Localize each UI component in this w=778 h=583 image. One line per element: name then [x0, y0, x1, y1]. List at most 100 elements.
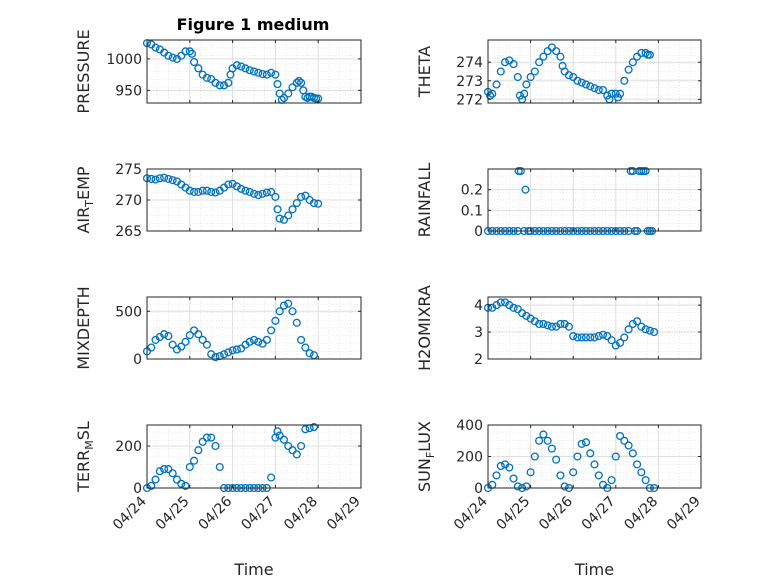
data-point: [516, 167, 525, 176]
data-point: [620, 436, 629, 445]
y-tick-label: 400: [456, 418, 483, 434]
data-point: [185, 331, 194, 340]
axes-box: [146, 424, 362, 489]
data-point: [215, 462, 224, 472]
subplot-1: 950 1000 PRESSURE: [74, 29, 362, 114]
subplot-8: 0 200 400 04/24 04/25 04/26 04/27 04/28 04/29 SUN…: [415, 418, 704, 579]
data-point: [271, 192, 280, 201]
data-point: [573, 76, 582, 85]
data-point: [275, 214, 284, 223]
axes-box: [487, 168, 702, 232]
data-point: [190, 456, 199, 465]
data-point: [288, 205, 297, 214]
data-point: [245, 187, 254, 196]
y-tick-label: 0.2: [461, 183, 483, 199]
data-point: [633, 460, 642, 469]
data-point: [526, 73, 535, 82]
data-point: [573, 452, 582, 461]
data-point: [219, 81, 229, 90]
data-point: [569, 332, 578, 341]
data-point: [292, 78, 301, 87]
data-point: [168, 340, 177, 349]
y-tick-label: 2: [474, 352, 483, 368]
y-tick-label: 4: [474, 298, 483, 314]
subplot-6: 2 3 4 H2OMIXRA: [415, 285, 702, 371]
x-tick-label: 04/24: [110, 493, 150, 533]
data-point: [294, 76, 303, 85]
data-point: [590, 84, 599, 93]
x-tick-label: 04/28: [281, 494, 321, 534]
axes-box: [487, 39, 702, 104]
data-point: [232, 182, 241, 191]
data-point: [164, 51, 173, 60]
data-point: [147, 481, 156, 490]
data-point: [267, 187, 276, 196]
data-point: [564, 322, 573, 331]
data-point: [185, 462, 194, 472]
data-point: [273, 427, 282, 436]
subplot-3: 265 270 275 AIRTEMP: [74, 162, 362, 240]
y-tick-label: 500: [115, 304, 142, 320]
data-point: [586, 449, 595, 458]
y-tick-label: 270: [115, 193, 142, 209]
data-point: [552, 47, 561, 56]
data-point: [172, 475, 182, 484]
y-axis-label: TERRMSL: [74, 421, 96, 493]
data-point: [160, 465, 169, 474]
data-point: [147, 343, 156, 352]
data-point: [496, 67, 505, 76]
y-tick-label: 0: [474, 481, 483, 497]
x-axis-label: Time: [233, 560, 273, 579]
data-point: [198, 186, 207, 195]
data-point: [573, 333, 582, 342]
y-tick-label: 0.1: [461, 203, 483, 219]
data-point: [194, 330, 203, 339]
data-point: [607, 89, 616, 98]
data-point: [641, 167, 650, 176]
data-point: [598, 330, 608, 339]
data-point: [522, 80, 531, 89]
axes-box: [146, 39, 362, 104]
data-point: [513, 73, 522, 82]
data-point: [284, 89, 293, 98]
data-point: [628, 449, 637, 458]
data-point: [279, 215, 289, 224]
data-point: [198, 335, 207, 344]
data-point: [616, 89, 625, 98]
data-point: [267, 326, 276, 335]
x-tick-label: 04/28: [621, 494, 661, 534]
x-tick-label: 04/25: [494, 494, 534, 534]
y-tick-label: 274: [456, 55, 483, 71]
data-point: [301, 425, 310, 434]
data-point: [297, 335, 306, 344]
data-point: [586, 333, 595, 342]
data-point: [237, 184, 246, 193]
data-point: [496, 298, 505, 307]
data-point: [155, 174, 164, 183]
data-point: [314, 199, 323, 208]
data-point: [598, 85, 608, 95]
y-axis-label: RAINFALL: [415, 163, 434, 238]
data-point: [164, 465, 173, 474]
x-tick-label: 04/26: [536, 493, 576, 533]
y-axis-label: AIRTEMP: [74, 166, 96, 233]
data-point: [309, 423, 318, 432]
data-point: [509, 60, 518, 69]
data-point: [590, 333, 599, 342]
y-tick-label: 200: [115, 439, 142, 455]
data-point: [211, 188, 220, 197]
data-point: [194, 64, 203, 73]
data-point: [620, 333, 629, 342]
data-point: [202, 433, 211, 442]
subplot-5: 0 500 MIXDEPTH: [74, 286, 362, 370]
data-point: [594, 85, 603, 95]
data-point: [624, 325, 633, 334]
data-point: [190, 187, 199, 196]
x-tick-label: 04/24: [451, 493, 491, 533]
y-axis-label: PRESSURE: [74, 29, 93, 113]
data-point: [624, 441, 633, 450]
data-point: [215, 81, 224, 90]
data-point: [496, 461, 505, 471]
data-point: [620, 76, 629, 85]
